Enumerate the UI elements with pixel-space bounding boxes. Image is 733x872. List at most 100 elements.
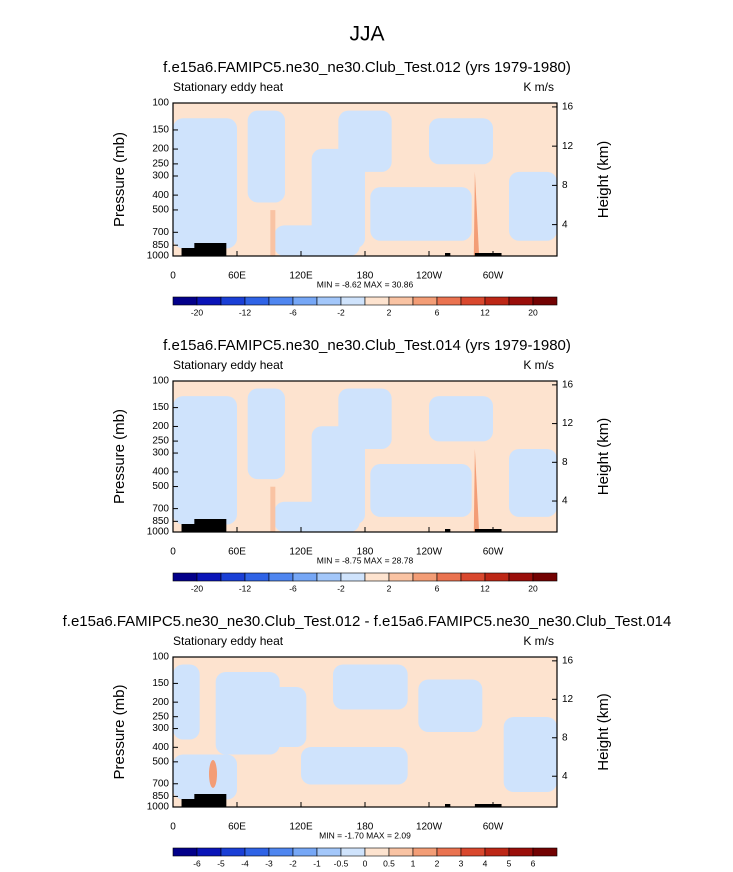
y2-tick-label: 4 <box>562 496 568 507</box>
colorbar-label: 4 <box>483 858 488 868</box>
colorbar-label: -2 <box>337 307 345 317</box>
colorbar-box <box>244 572 270 582</box>
field-region <box>311 148 365 249</box>
field-region <box>338 110 392 172</box>
subtitle-left: Stationary eddy heat <box>173 80 284 94</box>
y-tick-label: 250 <box>152 436 169 447</box>
colorbar-label: 6 <box>531 858 536 868</box>
colorbar-box <box>412 572 438 582</box>
field-region <box>370 464 472 517</box>
colorbar-box <box>220 572 246 582</box>
field-region <box>509 448 557 517</box>
field-region <box>429 118 493 165</box>
field-region <box>247 388 285 480</box>
x-tick-label: 60E <box>228 822 246 833</box>
field-region <box>173 396 237 525</box>
y-tick-label: 300 <box>152 448 169 459</box>
y-axis-label: Pressure (mb) <box>111 409 128 504</box>
y-tick-label: 850 <box>152 240 169 251</box>
field-region <box>173 118 237 249</box>
field <box>173 103 557 256</box>
colorbar-box <box>268 296 294 306</box>
colorbar-label: -6 <box>193 858 201 868</box>
contour-field <box>173 103 557 256</box>
subtitle-right: K m/s <box>523 80 554 94</box>
y-tick-label: 150 <box>152 125 169 136</box>
colorbar-box <box>412 847 438 857</box>
panel-title: f.e15a6.FAMIPC5.ne30_ne30.Club_Test.012 … <box>163 59 571 76</box>
topography <box>474 804 502 807</box>
colorbar-label: 12 <box>480 307 490 317</box>
contour-field <box>173 657 557 807</box>
colorbar-box <box>388 847 414 857</box>
subtitle-left: Stationary eddy heat <box>173 358 284 372</box>
subtitle-right: K m/s <box>523 634 554 648</box>
colorbar-box <box>220 296 246 306</box>
field-region <box>429 396 493 442</box>
colorbar-box <box>460 847 486 857</box>
topography <box>474 253 502 256</box>
colorbar-box <box>364 847 390 857</box>
y-tick-label: 1000 <box>147 527 170 538</box>
topography <box>474 529 502 532</box>
colorbar-box <box>292 847 318 857</box>
colorbar-label: 1 <box>411 858 416 868</box>
colorbar-box <box>412 296 438 306</box>
x-tick-label: 180 <box>357 547 374 558</box>
colorbar-label: 2 <box>387 307 392 317</box>
stats: MIN = -1.70 MAX = 2.09 <box>319 830 411 840</box>
colorbar-label: 0 <box>363 858 368 868</box>
y-tick-label: 200 <box>152 144 169 155</box>
x-tick-label: 0 <box>170 547 176 558</box>
y2-tick-label: 16 <box>562 380 574 391</box>
topography <box>194 519 227 532</box>
colorbar-label: 6 <box>435 583 440 593</box>
x-tick-label: 0 <box>170 822 176 833</box>
x-tick-label: 120E <box>289 271 313 282</box>
figure-title: JJA <box>349 23 384 46</box>
topography <box>194 243 227 256</box>
subtitle-right: K m/s <box>523 358 554 372</box>
field-region <box>473 171 480 256</box>
field-region <box>418 679 483 732</box>
colorbar-box <box>388 572 414 582</box>
y-tick-label: 850 <box>152 791 169 802</box>
field-region <box>173 754 237 800</box>
y2-tick-label: 8 <box>562 732 568 743</box>
colorbar-label: 12 <box>480 583 490 593</box>
y-axis-label: Pressure (mb) <box>111 132 128 227</box>
colorbar-label: 2 <box>435 858 440 868</box>
y2-tick-label: 4 <box>562 219 568 230</box>
colorbar-box <box>292 572 318 582</box>
colorbar-label: -12 <box>239 583 252 593</box>
topography <box>445 529 451 532</box>
colorbar-box <box>172 572 198 582</box>
y-tick-label: 250 <box>152 711 169 722</box>
y-tick-label: 700 <box>152 503 169 514</box>
stats: MIN = -8.62 MAX = 30.86 <box>317 279 414 289</box>
x-tick-label: 0 <box>170 271 176 282</box>
colorbar-label: 2 <box>387 583 392 593</box>
field-region <box>274 225 360 256</box>
colorbar-box <box>244 296 270 306</box>
x-tick-label: 60E <box>228 547 246 558</box>
y-tick-label: 700 <box>152 227 169 238</box>
colorbar-box <box>220 847 246 857</box>
contour-field <box>173 381 557 532</box>
x-tick-label: 120W <box>416 271 443 282</box>
colorbar-box <box>460 296 486 306</box>
y-tick-label: 300 <box>152 171 169 182</box>
colorbar-box <box>436 572 462 582</box>
y-tick-label: 500 <box>152 481 169 492</box>
colorbar-box <box>196 847 222 857</box>
field-region <box>274 501 360 532</box>
colorbar-box <box>508 572 534 582</box>
y2-axis-label: Height (km) <box>595 141 612 219</box>
y-tick-label: 1000 <box>147 802 170 813</box>
colorbar-label: 6 <box>435 307 440 317</box>
colorbar-box <box>172 847 198 857</box>
colorbar-label: 20 <box>528 583 538 593</box>
subtitle-left: Stationary eddy heat <box>173 634 284 648</box>
field-region <box>209 760 217 788</box>
